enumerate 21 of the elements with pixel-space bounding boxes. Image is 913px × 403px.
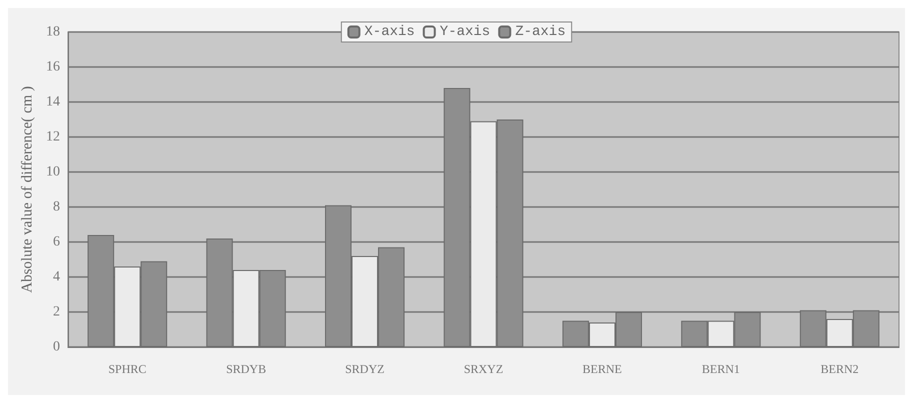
y-tick-label: 12 xyxy=(46,130,60,144)
y-tick-label: 16 xyxy=(46,60,60,74)
x-tick-label: BERN2 xyxy=(820,362,859,376)
x-tick-label: SRXYZ xyxy=(464,362,504,376)
x-tick-label: BERN1 xyxy=(702,362,740,376)
y-tick-label: 14 xyxy=(46,94,60,110)
legend-label: X-axis xyxy=(364,24,415,40)
y-tick-label: 4 xyxy=(53,270,60,284)
y-tick-label: 8 xyxy=(53,200,60,214)
y-tick-label: 0 xyxy=(53,340,60,354)
legend-label: Y-axis xyxy=(440,24,490,40)
x-tick-label: SRDYB xyxy=(226,362,266,376)
y-tick-label: 2 xyxy=(53,304,60,320)
y-axis-title: Absolute value of difference( cm ) xyxy=(20,86,36,293)
y-tick-label: 10 xyxy=(46,164,60,180)
y-tick-label: 6 xyxy=(53,234,60,250)
x-tick-label: SPHRC xyxy=(108,362,146,376)
x-tick-label: BERNE xyxy=(582,362,622,376)
legend-label: Z-axis xyxy=(515,24,566,40)
y-tick-label: 18 xyxy=(46,24,60,40)
x-tick-label: SRDYZ xyxy=(345,362,384,376)
